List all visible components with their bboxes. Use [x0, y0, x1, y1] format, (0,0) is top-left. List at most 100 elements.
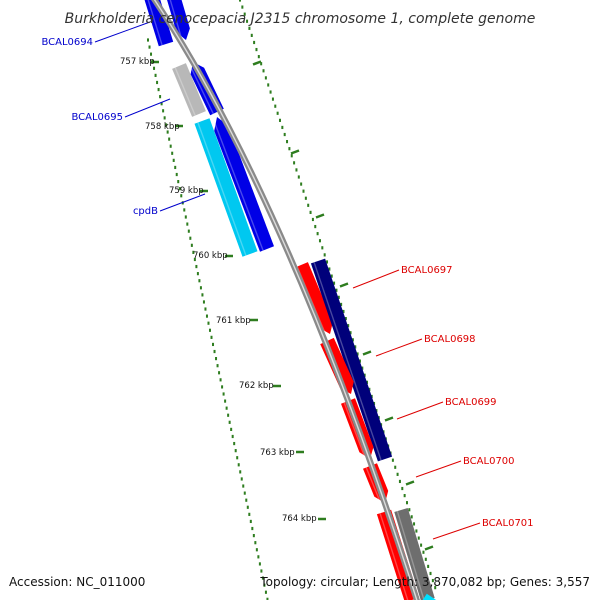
tick-dot: [340, 302, 343, 307]
gene-label-bcal0698[interactable]: BCAL0698: [424, 334, 476, 345]
tick-dot: [297, 175, 300, 179]
label-leader-line: [159, 193, 206, 212]
tick-dot: [258, 562, 261, 566]
gene-label-bcal0701[interactable]: BCAL0701: [482, 518, 534, 529]
tick-dot: [434, 586, 437, 590]
tick-label: 757 kbp: [120, 57, 155, 67]
gene-feature-bcal0698-shine: [313, 262, 382, 461]
tick-dot: [239, 0, 241, 2]
tick-dot: [398, 479, 401, 484]
tick-dot: [323, 253, 326, 257]
tick-dot: [171, 151, 174, 155]
tick-dot: [271, 97, 274, 101]
gene-label-bcal0694[interactable]: BCAL0694: [41, 37, 93, 48]
major-tick: [339, 282, 349, 288]
tick-dot: [230, 427, 233, 431]
tick-dot: [205, 314, 208, 318]
tick-dot: [276, 111, 279, 115]
tick-dot: [169, 144, 172, 148]
tick-dot: [422, 550, 425, 554]
tick-dot: [234, 449, 237, 453]
tick-dot: [227, 413, 230, 417]
tick-dot: [415, 529, 418, 533]
tick-dot: [147, 38, 149, 42]
tick-dot: [218, 371, 221, 375]
gene-label-bcal0697[interactable]: BCAL0697: [401, 265, 453, 276]
tick-dot: [187, 229, 190, 233]
tick-dot: [175, 172, 178, 177]
tick-label: 762 kbp: [239, 381, 274, 391]
tick-dot: [391, 458, 394, 462]
tick-dot: [413, 522, 416, 526]
tick-dot: [198, 279, 201, 283]
label-leader-line: [352, 269, 400, 289]
tick-label: 759 kbp: [169, 186, 204, 196]
gene-feature-bcal0700-shine: [365, 467, 382, 505]
tick-label: 760 kbp: [193, 251, 228, 261]
tick-dot: [431, 578, 434, 583]
tick-dot: [213, 349, 216, 354]
tick-dot: [396, 472, 399, 476]
tick-dot: [361, 366, 364, 370]
gene-feature: [214, 117, 274, 252]
major-tick: [315, 213, 325, 219]
tick-dot: [177, 180, 180, 184]
gene-feature-bcal0701-shine: [379, 513, 409, 600]
tick-dot: [207, 321, 210, 325]
tick-dot: [204, 307, 207, 311]
major-ticks: [151, 60, 434, 551]
tick-dot: [394, 465, 397, 469]
tick-dot: [366, 380, 369, 384]
tick-dot: [190, 243, 193, 247]
tick-dot: [237, 463, 240, 467]
tick-dot: [424, 557, 427, 561]
tick-dot: [283, 132, 286, 137]
tick-dot: [309, 210, 312, 214]
tick-dot: [163, 116, 166, 120]
tick-label: 764 kbp: [282, 514, 317, 524]
tick-dot: [321, 246, 324, 250]
gene-label-leaders: [94, 21, 481, 540]
map-title: Burkholderia cenocepacia J2315 chromosom…: [65, 11, 536, 27]
tick-dot: [225, 406, 228, 410]
tick-dot: [335, 288, 338, 292]
tick-dot: [326, 260, 329, 264]
tick-dot: [417, 536, 420, 540]
tick-dot: [224, 399, 227, 403]
major-tick: [405, 480, 415, 486]
tick-dot: [302, 189, 305, 193]
tick-dot: [228, 420, 231, 424]
tick-dot: [263, 583, 266, 587]
tick-dot: [172, 158, 175, 162]
tick-dot: [192, 250, 195, 254]
tick-dot: [183, 208, 186, 212]
tick-dot: [236, 456, 239, 460]
genome-summary-text: Topology: circular; Length: 3,870,082 bp…: [259, 575, 590, 589]
tick-dot: [180, 194, 183, 198]
tick-dot: [262, 69, 265, 73]
tick-dot: [246, 505, 249, 509]
gene-label-bcal0695[interactable]: BCAL0695: [71, 112, 123, 123]
gene-label-bcal0699[interactable]: BCAL0699: [445, 397, 497, 408]
tick-dot: [351, 338, 354, 342]
tick-dot: [189, 236, 192, 240]
tick-dot: [358, 359, 361, 363]
tick-dot: [253, 40, 256, 45]
tick-dot: [281, 125, 284, 130]
tick-dot: [239, 470, 242, 474]
tick-dot: [193, 257, 196, 262]
gene-feature-bcal0695-shine: [174, 67, 196, 116]
tick-dot: [288, 147, 291, 151]
accession-text: Accession: NC_011000: [9, 575, 145, 589]
major-tick: [384, 416, 394, 422]
gene-label-bcal0700[interactable]: BCAL0700: [463, 456, 515, 467]
tick-dot: [245, 498, 248, 502]
gene-label-cpdb[interactable]: cpdB: [133, 206, 158, 217]
tick-dot: [243, 12, 246, 16]
tick-dot: [257, 55, 260, 59]
tick-dot: [250, 33, 253, 37]
tick-dot: [242, 484, 245, 488]
tick-dot: [231, 434, 234, 439]
gene-feature: [422, 593, 437, 600]
tick-dot: [330, 274, 333, 278]
